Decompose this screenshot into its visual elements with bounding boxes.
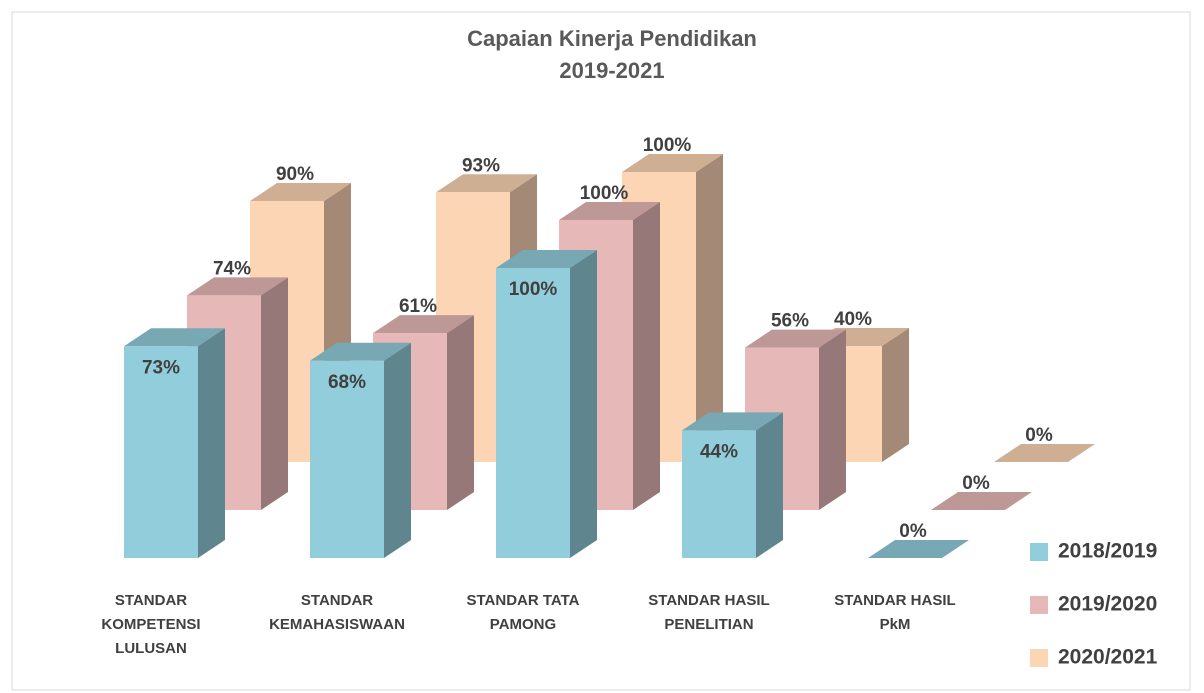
legend-swatch	[1030, 543, 1048, 561]
bar-top	[310, 342, 411, 361]
bar-front	[682, 430, 756, 558]
bar-side	[819, 329, 846, 510]
legend-label: 2020/2021	[1058, 646, 1158, 669]
data-label: 100%	[643, 135, 692, 156]
bar-top	[868, 540, 969, 558]
data-label: 73%	[142, 357, 180, 378]
bar-top	[436, 174, 537, 193]
legend-swatch	[1030, 649, 1048, 667]
bar-side	[756, 412, 783, 558]
x-tick-label: STANDAR KOMPETENSI LULUSAN	[101, 592, 200, 657]
bar-front	[310, 360, 384, 558]
x-tick-label: STANDAR HASIL PkM	[834, 592, 955, 633]
bar-top	[250, 183, 351, 201]
data-label: 100%	[509, 279, 558, 300]
bar-top	[373, 315, 474, 334]
bar-top	[496, 250, 597, 268]
bar-top	[187, 277, 288, 296]
bar	[682, 412, 783, 558]
bar-side	[696, 154, 723, 462]
bar-side	[633, 202, 660, 510]
bar	[124, 328, 225, 558]
bar-side	[447, 315, 474, 510]
data-label: 0%	[899, 521, 927, 542]
bar-top	[931, 492, 1032, 510]
x-tick-label: STANDAR TATA PAMONG	[466, 592, 579, 633]
bar	[310, 342, 411, 558]
data-label: 0%	[1025, 425, 1053, 446]
bar-top	[622, 154, 723, 172]
chart-subtitle: 2019-2021	[559, 58, 664, 83]
bar	[931, 492, 1032, 510]
bar-side	[882, 328, 909, 462]
bar-top	[682, 412, 783, 431]
data-label: 0%	[962, 473, 990, 494]
data-label: 44%	[700, 441, 738, 462]
bar-side	[570, 250, 597, 558]
legend-label: 2018/2019	[1058, 540, 1157, 563]
bar-front	[496, 268, 570, 558]
legend-swatch	[1030, 596, 1048, 614]
bar-side	[384, 342, 411, 558]
data-label: 74%	[213, 258, 251, 279]
bar-top	[559, 202, 660, 220]
chart-title: Capaian Kinerja Pendidikan	[467, 26, 757, 51]
bar-top	[994, 444, 1095, 462]
bar-top	[124, 328, 225, 347]
data-label: 90%	[276, 164, 314, 185]
x-tick-label: STANDAR KEMAHASISWAAN	[269, 592, 405, 633]
bar-side	[198, 328, 225, 558]
data-label: 61%	[399, 296, 437, 317]
x-tick-label: STANDAR HASIL PENELITIAN	[648, 592, 769, 633]
legend-label: 2019/2020	[1058, 593, 1157, 616]
bar	[868, 540, 969, 558]
data-label: 68%	[328, 372, 366, 393]
bar-front	[124, 346, 198, 558]
data-label: 40%	[834, 309, 872, 330]
bar	[496, 250, 597, 558]
data-label: 93%	[462, 155, 500, 176]
data-label: 56%	[771, 311, 809, 332]
bar	[994, 444, 1095, 462]
bar-side	[261, 277, 288, 510]
data-label: 100%	[580, 183, 629, 204]
bar-top	[745, 329, 846, 348]
